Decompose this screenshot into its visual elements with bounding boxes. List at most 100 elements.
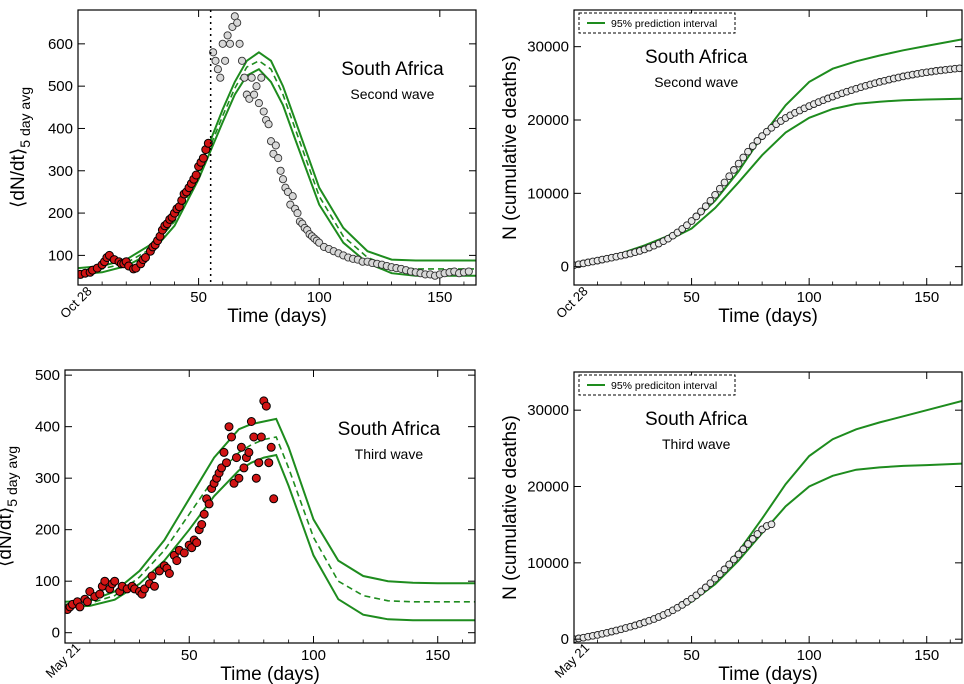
data-point: [199, 509, 209, 519]
y-tick-label: 30000: [527, 39, 569, 56]
data-point: [191, 170, 201, 180]
data-point: [715, 570, 724, 578]
data-point: [211, 56, 220, 65]
y-tick-label: 200: [48, 205, 73, 222]
y-tick-label: 300: [35, 470, 60, 487]
chart-title: South Africa: [341, 59, 444, 80]
data-point: [197, 520, 207, 529]
data-point: [701, 583, 710, 592]
fit-upper-line: [574, 400, 962, 641]
data-point: [748, 535, 757, 543]
legend-label: 95% prediction interval: [611, 18, 717, 30]
data-point: [266, 442, 276, 452]
data-point: [730, 555, 738, 564]
chart-panel-1: 50 100 150 100 200 300 400 500 600 Oct 28 Time (da…: [8, 9, 477, 327]
y-axis-label-main: N (cumulative deaths): [500, 415, 521, 600]
data-point: [744, 540, 752, 548]
data-point: [464, 267, 473, 276]
data-point: [692, 212, 701, 221]
data-point: [179, 548, 189, 558]
fit-median-line: [65, 436, 475, 606]
data-point: [734, 159, 743, 168]
x-tick-label: 50: [683, 289, 700, 306]
data-point: [213, 65, 222, 74]
data-point: [753, 530, 762, 538]
data-point: [235, 39, 244, 48]
data-point: [225, 39, 235, 48]
data-point: [683, 221, 691, 230]
data-point: [234, 473, 244, 483]
fit-upper-line: [65, 417, 475, 603]
x-axis-label: Time (days): [718, 306, 818, 327]
chart-panel-2: 50 100 150 0 10000 20000 30000 Oct 28 Time (days…: [500, 9, 963, 327]
plot-frame: [64, 369, 476, 644]
chart-panel-3: 50 100 150 0 100 200 300 400 500 May 21 Time (days…: [0, 367, 476, 684]
data-point: [219, 447, 229, 457]
data-point: [711, 190, 719, 199]
data-point: [203, 138, 213, 148]
data-point: [240, 73, 249, 82]
y-tick-label: 20000: [527, 479, 569, 496]
x-start-date-label: May 21: [43, 640, 84, 681]
x-tick-label: 150: [914, 289, 939, 306]
legend-label: 95% prediciton interval: [611, 380, 717, 392]
plot-area: [574, 38, 962, 270]
data-point: [288, 192, 297, 201]
x-tick-label: 150: [914, 647, 939, 664]
data-point: [687, 217, 696, 225]
data-point: [239, 463, 249, 473]
y-axis-label-main: ⟨dN/dt⟩: [0, 507, 16, 567]
data-point: [218, 39, 227, 48]
data-point: [221, 56, 230, 65]
chart-subtitle: Third wave: [662, 436, 731, 452]
plot-area: [78, 12, 476, 280]
data-point: [150, 581, 159, 591]
x-tick-label: 100: [301, 647, 326, 664]
x-tick-label: 100: [797, 289, 822, 306]
data-point: [734, 550, 743, 559]
data-point: [264, 458, 274, 468]
x-tick-label: 100: [797, 647, 822, 664]
data-point: [172, 556, 182, 566]
x-tick-label: 50: [181, 647, 198, 664]
legend-box: [578, 374, 736, 396]
data-point: [720, 565, 729, 574]
x-tick-label: 150: [427, 289, 452, 306]
y-axis-label-main: ⟨dN/dt⟩: [8, 148, 29, 208]
y-tick-label: 10000: [527, 185, 569, 202]
data-point: [744, 147, 752, 156]
data-point: [222, 458, 231, 468]
data-point: [758, 132, 766, 140]
y-axis-label-subscript: 5 day avg: [17, 87, 33, 148]
data-point: [204, 499, 214, 509]
plot-area: [574, 400, 962, 643]
data-point: [254, 458, 264, 468]
data-point: [725, 560, 734, 569]
data-point: [192, 538, 202, 548]
fit-lower-line: [574, 462, 962, 641]
y-tick-label: 0: [561, 631, 569, 648]
data-point: [100, 576, 110, 586]
data-point: [271, 141, 280, 150]
data-point: [739, 153, 748, 162]
fit-lower-line: [574, 97, 962, 268]
data-point: [767, 520, 776, 529]
x-axis-label: Time (days): [718, 664, 818, 684]
data-point: [720, 178, 729, 187]
data-point: [233, 18, 242, 27]
data-point: [110, 576, 120, 586]
y-tick-label: 400: [35, 419, 60, 436]
data-point: [75, 602, 85, 612]
data-point: [198, 153, 208, 163]
data-point: [753, 137, 762, 145]
plot-area: [65, 396, 475, 622]
data-point: [224, 422, 234, 432]
x-axis-label: Time (days): [220, 664, 320, 684]
y-tick-label: 0: [52, 625, 60, 642]
y-tick-label: 30000: [527, 402, 569, 419]
fit-lower-line: [65, 453, 475, 622]
x-tick-label: 50: [683, 647, 700, 664]
y-tick-label: 10000: [527, 555, 569, 572]
chart-title: South Africa: [645, 409, 748, 430]
data-point: [227, 432, 236, 442]
